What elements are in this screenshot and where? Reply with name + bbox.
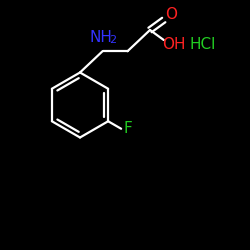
Text: F: F: [123, 121, 132, 136]
Text: O: O: [165, 7, 177, 22]
Text: HCl: HCl: [189, 37, 216, 52]
Text: 2: 2: [110, 35, 116, 45]
Text: NH: NH: [90, 30, 113, 45]
Text: OH: OH: [162, 37, 186, 52]
